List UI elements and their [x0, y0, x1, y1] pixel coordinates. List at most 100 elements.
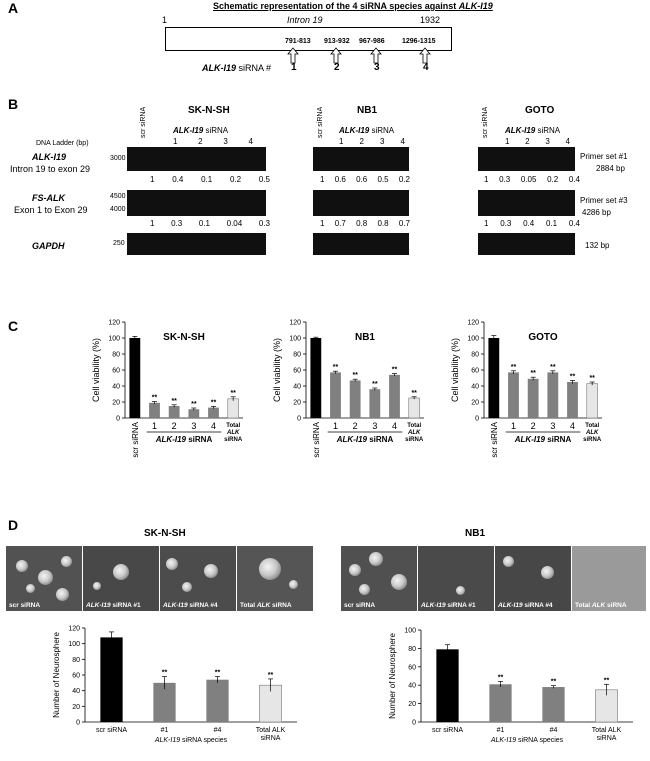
- y-tick-label: 100: [108, 336, 120, 343]
- micro-label-gene: ALK: [591, 602, 606, 609]
- ladder-4500: 4500: [110, 193, 126, 200]
- sirna-number-rest: siRNA #: [236, 63, 272, 73]
- significance-mark: **: [511, 364, 517, 371]
- lane-number: 3: [545, 137, 550, 146]
- panel-c-letter: C: [8, 318, 19, 334]
- bar: [100, 637, 123, 722]
- quant-value: 0.4: [568, 175, 580, 184]
- bar: [349, 380, 361, 418]
- lane-numbers-nb1: 1 2 3 4: [339, 137, 405, 146]
- quant-value: 0.2: [229, 175, 242, 184]
- quant-row-sknsh-2: 1 0.3 0.1 0.04 0.3: [150, 219, 270, 228]
- quant-value: 1: [320, 219, 325, 228]
- micrograph-sknsh-scr: scr siRNA: [5, 545, 83, 612]
- group-label: ALK-I19 siRNA species: [490, 737, 564, 744]
- gel-nb1-alk-i19: [313, 147, 409, 171]
- micro-label-rest: siRNA: [605, 602, 627, 609]
- bar: [436, 649, 459, 722]
- micro-label-rest: siRNA #4: [187, 602, 218, 609]
- sirna-number-1: 1: [291, 62, 297, 73]
- x-tick-label: scr siRNA: [490, 421, 499, 457]
- y-tick-label: 80: [72, 657, 80, 664]
- gel-sknsh-fs-alk: [127, 190, 266, 216]
- micro-label: ALK-I19 siRNA #1: [421, 602, 476, 609]
- sirna-number-gene: ALK-I19: [202, 63, 237, 73]
- x-tick-label: Total: [407, 423, 421, 429]
- x-tick-label: #1: [497, 727, 505, 734]
- quant-row-sknsh-1: 1 0.4 0.1 0.2 0.5: [150, 175, 270, 184]
- sirna-header-sknsh: ALK-I19 siRNA: [173, 126, 228, 135]
- bar: [527, 378, 539, 418]
- bar: [129, 338, 141, 418]
- lane-number: 2: [525, 137, 530, 146]
- y-tick-label: 40: [408, 683, 416, 690]
- micrograph-sknsh-total: Total ALK siRNA: [236, 545, 314, 612]
- micro-label-gene: ALK: [256, 602, 271, 609]
- significance-mark: **: [191, 401, 197, 408]
- quant-value: 1: [150, 219, 155, 228]
- quant-value: 0.4: [172, 175, 184, 184]
- group-label: ALK-I19 siRNA species: [154, 737, 228, 744]
- y-tick-label: 100: [68, 641, 80, 648]
- bar: [168, 406, 180, 418]
- y-tick-label: 80: [293, 352, 301, 359]
- lane-number: 1: [505, 137, 510, 146]
- y-tick-label: 100: [289, 336, 301, 343]
- panel-a-title-text: Schematic representation of the 4 siRNA …: [213, 1, 459, 11]
- y-tick-label: 60: [471, 368, 479, 375]
- group-label: ALK-I19 siRNA: [336, 435, 394, 444]
- sirna-header-gene: ALK-I19: [173, 126, 204, 135]
- micro-label: ALK-I19 siRNA #1: [86, 602, 141, 609]
- x-tick-label: scr siRNA: [312, 421, 321, 457]
- y-tick-label: 40: [293, 384, 301, 391]
- group-label: ALK-I19 siRNA: [514, 435, 572, 444]
- quant-row-goto-1: 1 0.3 0.05 0.2 0.4: [484, 175, 580, 184]
- quant-value: 0.3: [171, 219, 183, 228]
- x-tick-label: 1: [333, 421, 338, 431]
- x-tick-label: 1: [511, 421, 516, 431]
- quant-value: 1: [150, 175, 155, 184]
- bar: [206, 679, 229, 722]
- sirna-header-word: siRNA: [535, 126, 561, 135]
- x-tick-label: #1: [161, 727, 169, 734]
- x-tick-label: 2: [353, 421, 358, 431]
- x-tick-label: 4: [211, 421, 216, 431]
- quant-value: 0.8: [377, 219, 389, 228]
- x-tick-label: 3: [550, 421, 555, 431]
- chart-title: SK-N-SH: [163, 332, 205, 343]
- sirna-header-word: siRNA: [203, 126, 229, 135]
- lane-number: 3: [223, 137, 228, 146]
- significance-mark: **: [215, 670, 221, 677]
- quant-value: 0.1: [198, 219, 210, 228]
- significance-mark: **: [604, 677, 610, 684]
- x-tick-label: ALK: [407, 430, 421, 436]
- micro-label-rest: siRNA: [270, 602, 292, 609]
- gel-nb1-gapdh: [313, 233, 409, 255]
- micro-label: scr siRNA: [344, 602, 376, 609]
- quant-value: 1: [484, 175, 489, 184]
- lane-number: 4: [248, 137, 253, 146]
- y-tick-label: 100: [467, 336, 479, 343]
- intron-end-label: 1932: [420, 15, 441, 25]
- significance-mark: **: [352, 372, 358, 379]
- scr-sirna-label: scr siRNA: [140, 106, 147, 138]
- y-tick-label: 120: [108, 320, 120, 327]
- site-label-4: 1296-1315: [402, 38, 436, 45]
- significance-mark: **: [411, 390, 417, 397]
- bar: [586, 383, 598, 419]
- bar: [310, 338, 322, 418]
- bar: [149, 402, 160, 418]
- micro-title-nb1: NB1: [465, 528, 486, 539]
- quant-value: 0.1: [545, 219, 558, 228]
- row-sub-exon: Exon 1 to Exon 29: [14, 205, 88, 215]
- intron-name: Intron 19: [287, 15, 323, 25]
- x-tick-label: #4: [550, 727, 558, 734]
- significance-mark: **: [333, 364, 339, 371]
- y-axis-label: Cell viability (%): [450, 338, 460, 402]
- quant-value: 0.3: [500, 219, 512, 228]
- gel-sknsh-gapdh: [127, 233, 266, 255]
- gapdh-bp: 132 bp: [585, 241, 610, 250]
- gel-cell-sknsh: SK-N-SH: [188, 105, 230, 116]
- bar: [547, 372, 559, 418]
- y-tick-label: 20: [112, 400, 120, 407]
